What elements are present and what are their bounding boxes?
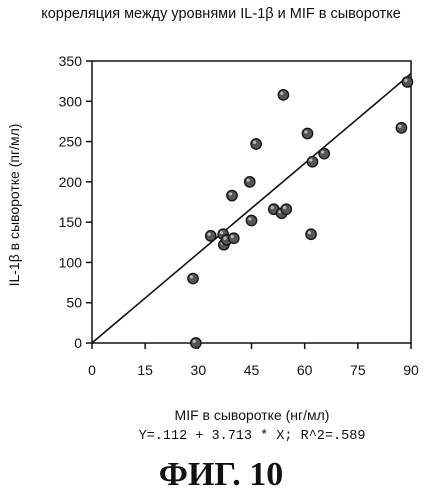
- chart-title: корреляция между уровнями IL-1β и MIF в …: [41, 6, 401, 22]
- regression-line: [91, 73, 412, 344]
- figure-label: ФИГ. 10: [158, 456, 284, 493]
- data-point: [318, 147, 331, 160]
- data-point: [305, 228, 317, 241]
- data-point: [243, 176, 256, 188]
- y-tick-label: 150: [59, 214, 83, 230]
- y-tick-label: 350: [59, 53, 83, 69]
- x-tick-label: 90: [403, 362, 419, 378]
- y-tick-label: 200: [59, 174, 83, 190]
- data-point: [187, 272, 199, 285]
- y-tick-label: 50: [66, 295, 82, 311]
- x-tick-label: 75: [350, 362, 366, 378]
- regression-equation: Y=.112 + 3.713 * X; R^2=.589: [138, 429, 366, 444]
- regression-line-group: [91, 73, 412, 344]
- y-tick-label: 300: [59, 93, 83, 109]
- data-point: [190, 337, 202, 349]
- x-tick-label: 60: [297, 362, 313, 378]
- plot-axes: 0 50 100 150 200 250 300 350 0 15 30 45 60 75 90: [59, 53, 419, 378]
- x-tick-label: 30: [191, 362, 207, 378]
- x-axis-label: MIF в сыворотке (нг/мл): [174, 407, 330, 423]
- x-tick-label: 0: [88, 362, 96, 378]
- data-points: [187, 76, 414, 349]
- y-tick-label: 100: [59, 254, 83, 270]
- y-tick-label: 250: [59, 134, 83, 150]
- y-axis-label: IL-1β в сыворотке (пг/мл): [6, 124, 22, 287]
- data-point: [301, 127, 314, 140]
- data-point: [395, 122, 408, 134]
- x-tick-label: 45: [244, 362, 260, 378]
- data-point: [226, 189, 238, 202]
- data-point: [227, 232, 240, 245]
- data-point: [306, 155, 319, 168]
- y-tick-label: 0: [74, 335, 82, 351]
- data-point: [280, 203, 293, 216]
- plot-frame: [91, 60, 412, 344]
- data-point: [401, 76, 414, 88]
- data-point: [204, 229, 217, 242]
- data-point: [245, 214, 258, 227]
- scatter-plot: 0 50 100 150 200 250 300 350 0 15 30 45 60 75 90 IL-1β…: [6, 53, 419, 378]
- x-tick-label: 15: [137, 362, 153, 378]
- data-point: [250, 138, 262, 150]
- data-point: [277, 88, 290, 101]
